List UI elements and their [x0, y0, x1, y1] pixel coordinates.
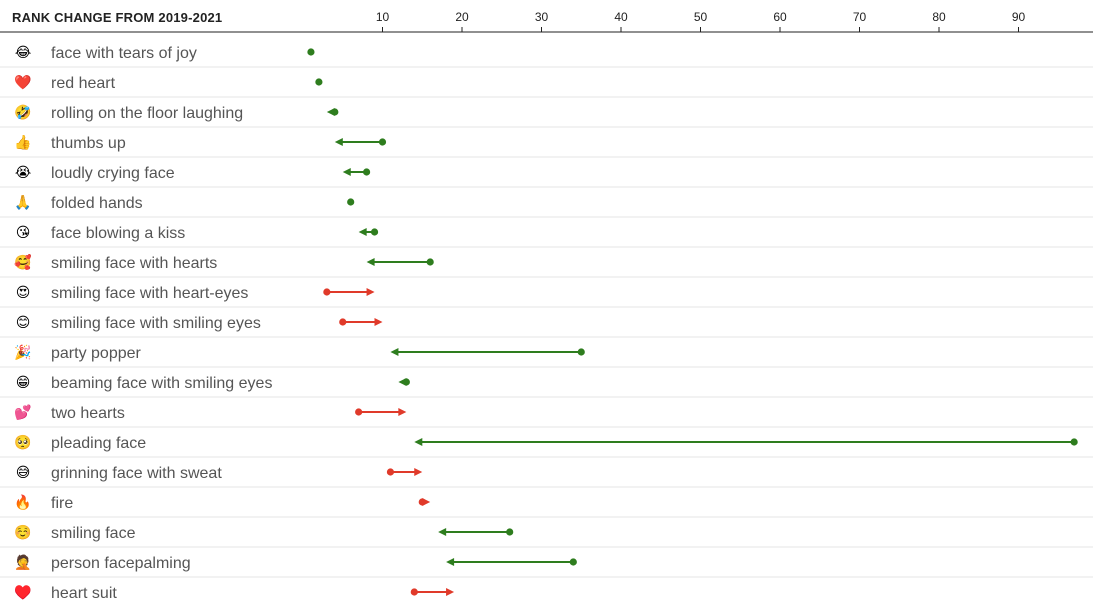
row-label: smiling face with heart-eyes	[51, 285, 248, 302]
start-dot	[506, 528, 514, 536]
row-label: heart suit	[51, 585, 117, 602]
start-dot	[410, 588, 418, 596]
arrow-head	[446, 558, 455, 566]
row-label: pleading face	[51, 435, 146, 452]
row-label: person facepalming	[51, 555, 191, 572]
arrow-head	[374, 318, 383, 326]
row-emoji: 😍	[16, 284, 31, 300]
start-dot	[569, 558, 577, 566]
row-emoji: 😊	[16, 314, 31, 330]
row-emoji: 😅	[16, 464, 31, 480]
row-label: beaming face with smiling eyes	[51, 375, 272, 392]
x-tick-label: 50	[694, 10, 708, 24]
row-label: face with tears of joy	[51, 45, 197, 62]
row-emoji: 😂	[15, 44, 31, 60]
row-label: smiling face with hearts	[51, 255, 217, 272]
x-tick-label: 40	[614, 10, 628, 24]
start-dot	[378, 138, 387, 146]
row-label: smiling face with smiling eyes	[51, 315, 261, 332]
arrow-head	[342, 168, 351, 176]
row-emoji: 💕	[14, 404, 31, 421]
start-dot	[1070, 438, 1078, 446]
x-tick-label: 80	[932, 10, 946, 24]
row-label: red heart	[51, 75, 116, 92]
start-dot	[386, 468, 395, 476]
x-tick-label: 60	[773, 10, 787, 24]
arrow-head	[398, 408, 407, 416]
start-dot	[426, 258, 434, 266]
row-emoji: 🥰	[14, 253, 32, 271]
x-tick-label: 90	[1012, 10, 1026, 24]
row-emoji: 😘	[16, 224, 31, 240]
row-label: grinning face with sweat	[51, 465, 222, 482]
row-emoji: ☺️	[14, 524, 31, 540]
start-dot	[418, 498, 426, 506]
arrow-head	[414, 468, 423, 476]
start-dot	[355, 408, 363, 416]
row-label: rolling on the floor laughing	[51, 105, 243, 122]
start-dot	[577, 348, 585, 356]
start-dot	[331, 108, 339, 116]
row-label: thumbs up	[51, 135, 126, 152]
arrow-head	[358, 228, 367, 236]
arrow-head	[390, 348, 399, 356]
row-label: smiling face	[51, 525, 136, 542]
arrow-head	[438, 528, 447, 536]
row-label: loudly crying face	[51, 165, 175, 182]
row-emoji: 🙏	[14, 194, 31, 211]
start-dot	[347, 198, 355, 206]
arrow-head	[366, 258, 375, 266]
row-emoji: 😭	[15, 164, 31, 180]
x-tick-label: 70	[853, 10, 867, 24]
row-emoji: 😁	[16, 374, 31, 390]
x-tick-label: 20	[455, 10, 469, 24]
row-label: folded hands	[51, 195, 143, 212]
row-emoji: ❤️	[14, 74, 32, 90]
row-label: fire	[51, 495, 73, 512]
x-tick-label: 30	[535, 10, 549, 24]
start-dot	[307, 48, 315, 56]
x-tick-label: 10	[376, 10, 390, 24]
row-emoji: 🥺	[14, 434, 31, 450]
start-dot	[363, 168, 371, 176]
row-label: two hearts	[51, 405, 125, 422]
row-emoji: 🤣	[13, 104, 31, 121]
chart-title: RANK CHANGE FROM 2019-2021	[12, 10, 223, 25]
arrow-head	[446, 588, 455, 596]
start-dot	[323, 288, 331, 296]
start-dot	[370, 228, 379, 236]
arrow-head	[414, 438, 423, 446]
start-dot	[402, 378, 410, 386]
row-emoji: 🔥	[14, 494, 31, 511]
start-dot	[339, 318, 347, 326]
row-emoji: 🤦	[14, 553, 31, 571]
arrow-head	[366, 288, 375, 296]
row-emoji: 👍	[14, 134, 31, 151]
arrow-head	[334, 138, 343, 146]
row-label: party popper	[51, 345, 142, 362]
row-emoji: 🎉	[14, 344, 31, 361]
start-dot	[315, 78, 323, 86]
row-emoji: ♥️	[14, 583, 32, 600]
row-label: face blowing a kiss	[51, 225, 185, 242]
